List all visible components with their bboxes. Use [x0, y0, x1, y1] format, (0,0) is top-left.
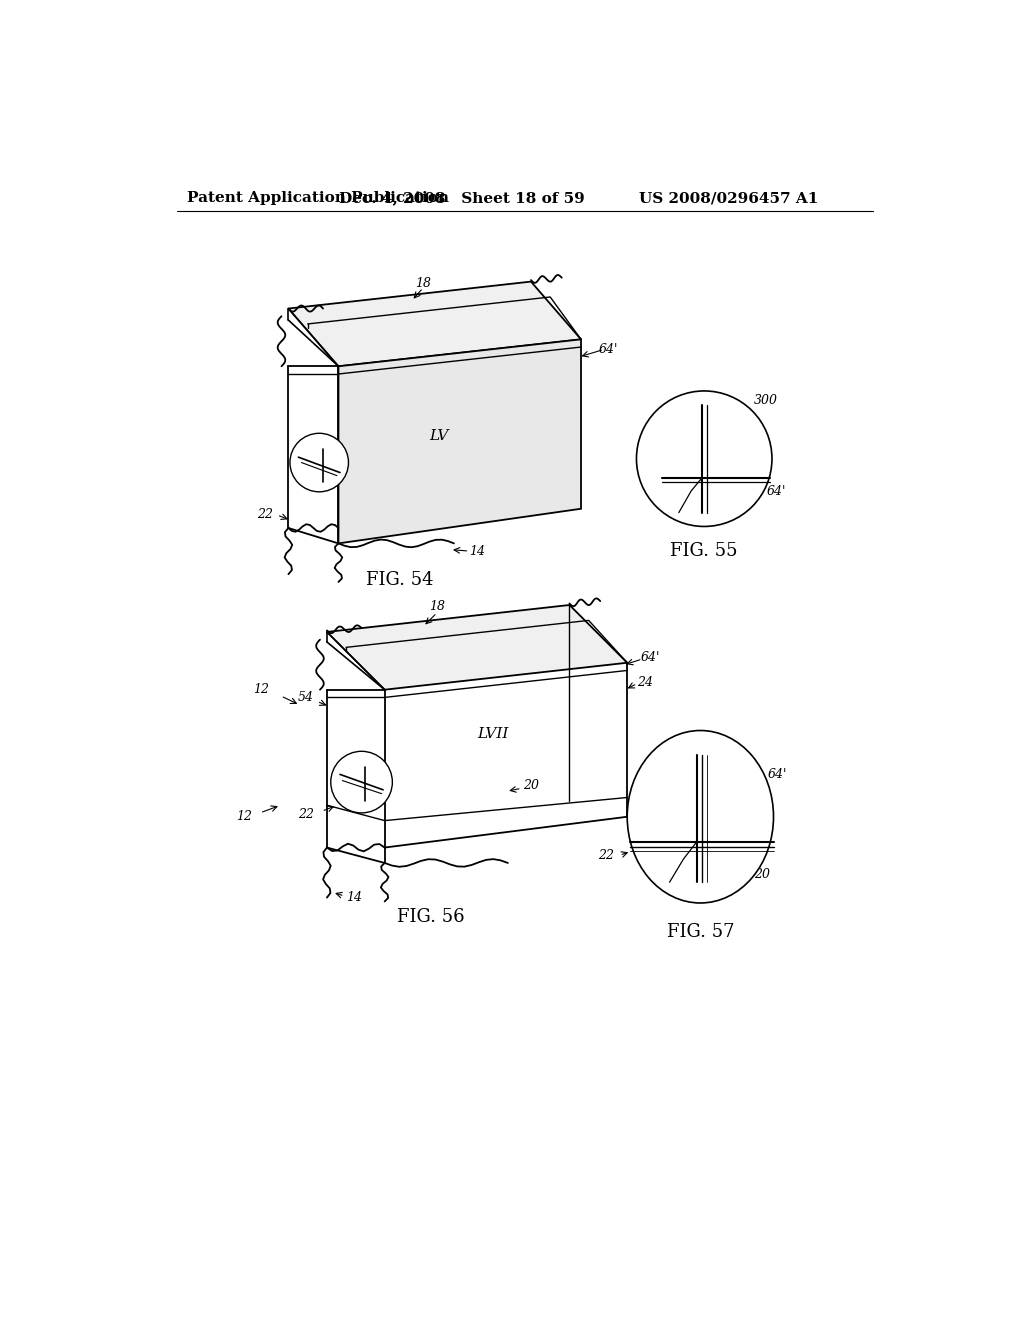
Text: 22: 22	[598, 849, 614, 862]
Text: 20: 20	[754, 869, 770, 880]
Text: 54: 54	[298, 690, 314, 704]
Text: 14: 14	[346, 891, 361, 904]
Text: 64': 64'	[641, 651, 660, 664]
Text: 302: 302	[740, 433, 765, 446]
Circle shape	[290, 433, 348, 492]
Text: Dec. 4, 2008   Sheet 18 of 59: Dec. 4, 2008 Sheet 18 of 59	[339, 191, 585, 206]
Text: FIG. 54: FIG. 54	[367, 572, 434, 589]
Text: 22: 22	[298, 808, 314, 821]
Text: 64': 64'	[766, 484, 785, 498]
Text: 64': 64'	[768, 768, 787, 781]
Text: 14: 14	[469, 545, 485, 557]
Text: 20: 20	[523, 779, 539, 792]
Polygon shape	[289, 281, 581, 367]
Circle shape	[637, 391, 772, 527]
Text: 300: 300	[754, 395, 778, 408]
Text: US 2008/0296457 A1: US 2008/0296457 A1	[639, 191, 818, 206]
Text: LVII: LVII	[477, 727, 508, 742]
Ellipse shape	[628, 730, 773, 903]
Text: Patent Application Publication: Patent Application Publication	[186, 191, 449, 206]
Circle shape	[331, 751, 392, 813]
Text: 24: 24	[637, 676, 653, 689]
Text: FIG. 55: FIG. 55	[671, 543, 738, 560]
Text: 18: 18	[429, 601, 445, 612]
Text: 22: 22	[257, 508, 273, 521]
Text: FIG. 57: FIG. 57	[667, 923, 734, 941]
Text: FIG. 56: FIG. 56	[397, 908, 465, 925]
Text: 12: 12	[254, 684, 269, 696]
Text: 64': 64'	[598, 343, 617, 356]
Text: LV: LV	[429, 429, 449, 442]
Text: 18: 18	[415, 277, 431, 290]
Text: 12: 12	[237, 810, 253, 824]
Polygon shape	[327, 605, 628, 689]
Polygon shape	[339, 339, 581, 544]
